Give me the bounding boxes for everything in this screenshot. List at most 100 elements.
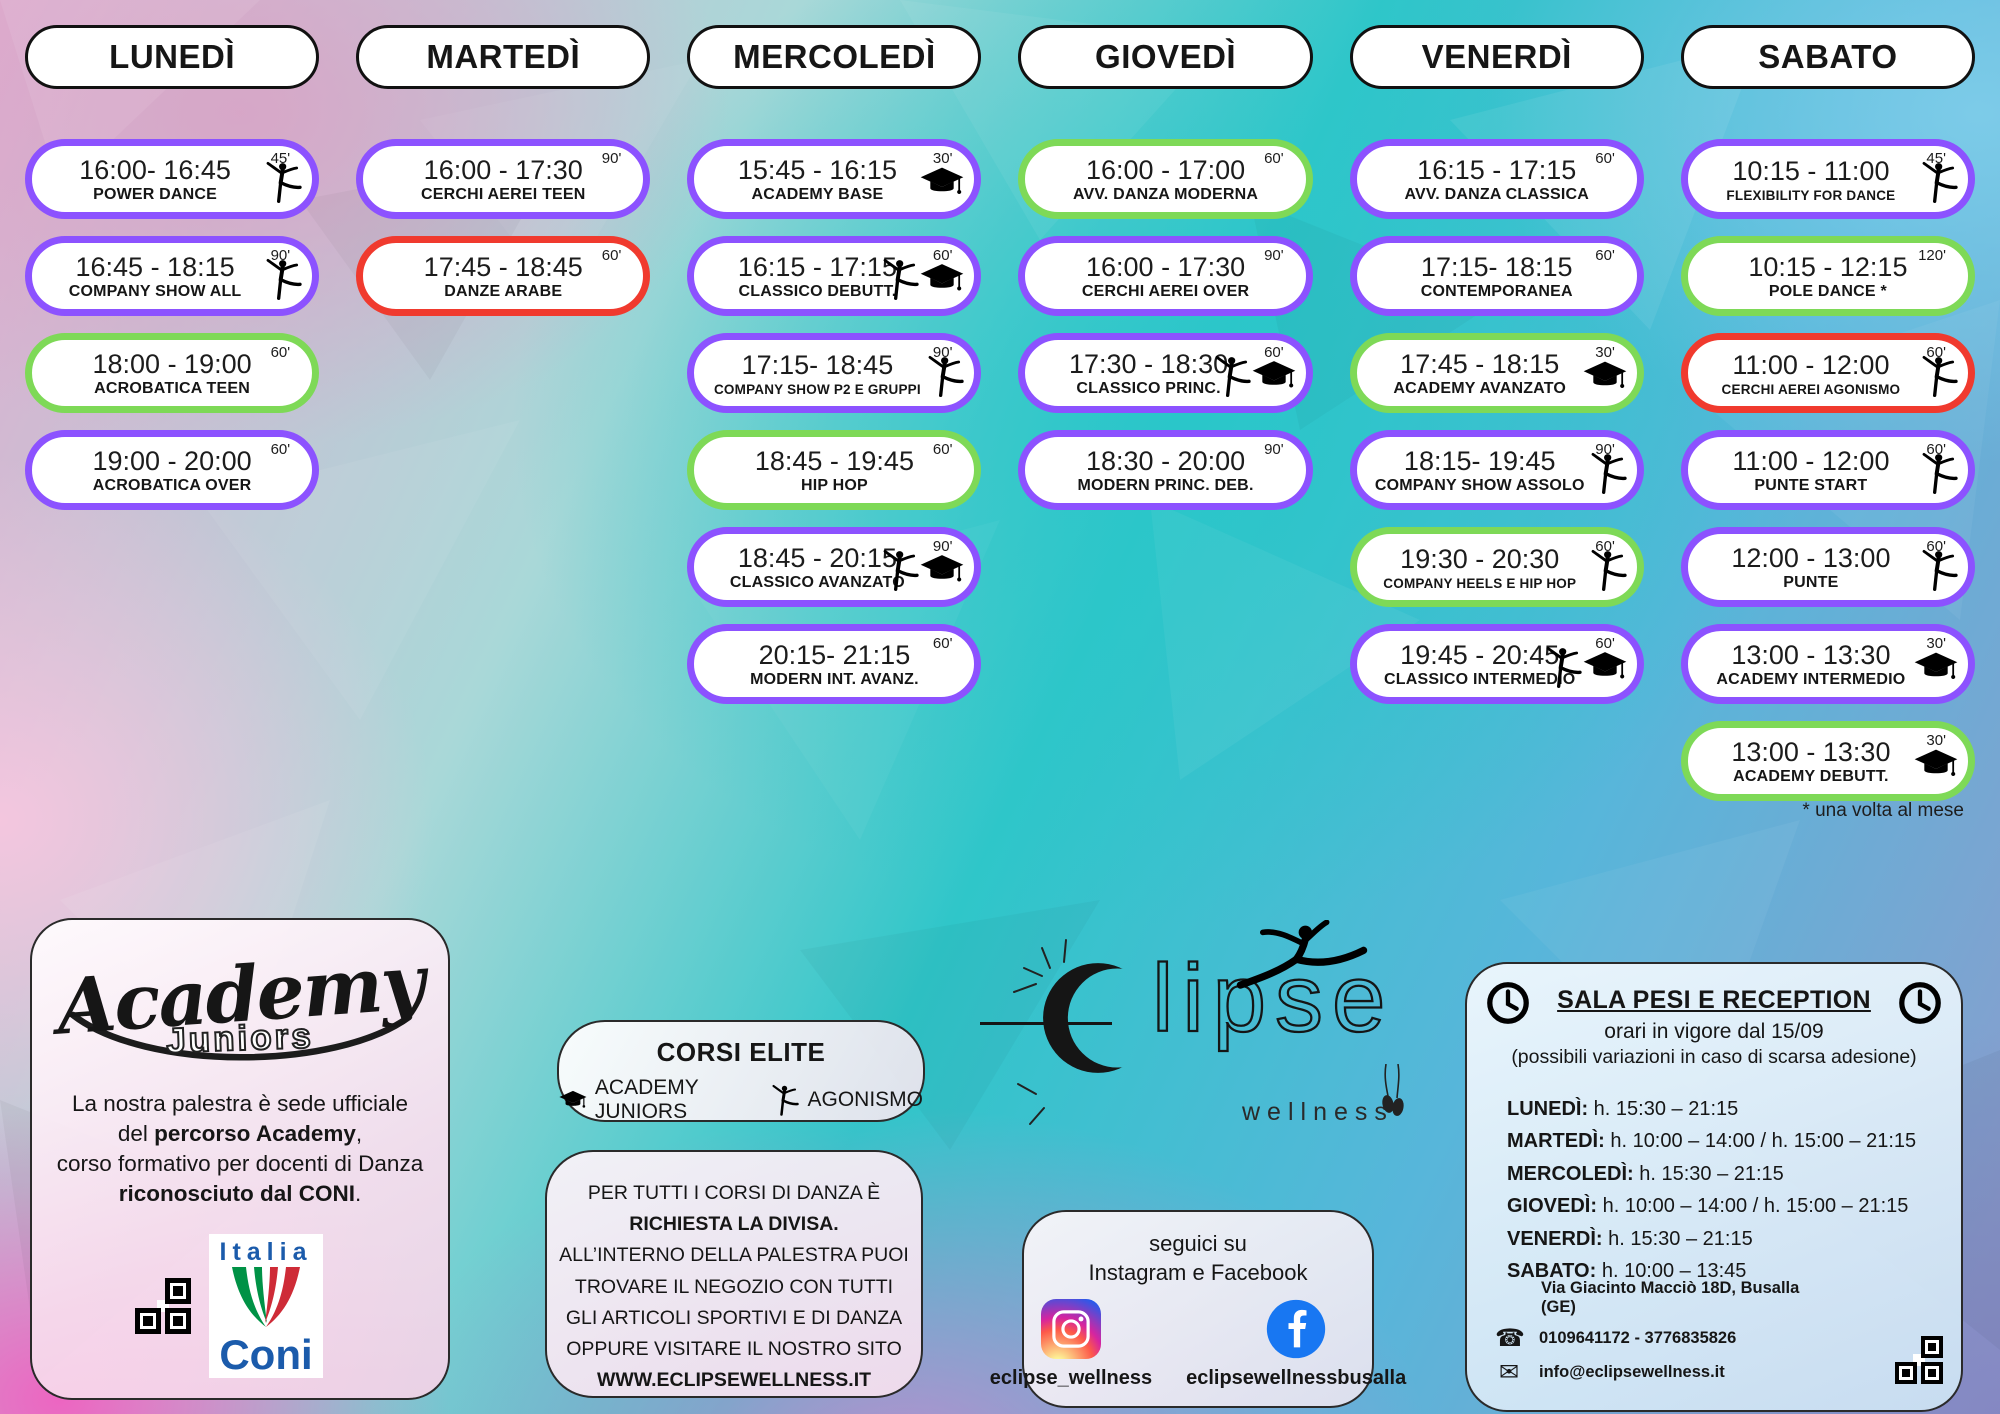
grad-cap-icon — [1252, 361, 1295, 388]
day-class-list: 60' 16:00 - 17:00 AVV. DANZA MODERNA 90'… — [1018, 139, 1313, 527]
reception-qr-code — [1895, 1336, 1943, 1384]
phone-numbers: 0109641172 - 3776835826 — [1539, 1328, 1737, 1347]
class-pill: 60' 19:30 - 20:30 COMPANY HEELS E HIP HO… — [1349, 527, 1644, 607]
class-pill: 60' 18:45 - 19:45 HIP HOP — [687, 430, 982, 510]
day-column: VENERDÌ 60' 16:15 - 17:15 AVV. DANZA CLA… — [1349, 25, 1644, 818]
class-duration: 60' — [932, 635, 953, 652]
dancer-icon — [1215, 355, 1251, 397]
grad-cap-icon — [921, 264, 964, 291]
class-pill: 120' 10:15 - 12:15 POLE DANCE * — [1680, 236, 1975, 316]
class-name: ACADEMY BASE — [751, 186, 884, 204]
leaping-dancer-icon — [1236, 920, 1368, 989]
class-name: CLASSICO AVANZATO — [729, 574, 905, 592]
class-duration: 60' — [270, 344, 291, 361]
eclipse-rays — [1013, 939, 1067, 993]
social-icons-row: eclipse_wellness eclipsewellnessbusalla — [990, 1299, 1406, 1390]
class-duration: 90' — [1264, 247, 1284, 264]
class-duration: 60' — [1926, 344, 1946, 361]
class-pill: 30' 13:00 - 13:30 ACADEMY DEBUTT. — [1680, 721, 1975, 801]
dancer-icon — [1922, 452, 1958, 494]
legend-academy-juniors: ACADEMY JUNIORS — [559, 1076, 735, 1124]
class-pill: 90' 18:45 - 20:15 CLASSICO AVANZATO — [687, 527, 982, 607]
divisa-line: RICHIESTA LA DIVISA. — [629, 1213, 839, 1236]
social-heading-line1: seguici su — [1149, 1231, 1247, 1256]
class-duration: 30' — [932, 150, 953, 167]
class-pill: 60' 19:45 - 20:45 CLASSICO INTERMEDIO — [1349, 624, 1644, 704]
reception-time: h. 15:30 – 21:15 — [1593, 1098, 1739, 1120]
day-header: GIOVEDÌ — [1018, 25, 1313, 89]
divisa-line: GLI ARTICOLI SPORTIVI E DI DANZA — [565, 1306, 903, 1329]
class-time: 16:00- 16:45 — [79, 154, 231, 185]
reception-day: MARTEDÌ: — [1507, 1130, 1605, 1153]
day-column: MARTEDÌ 90' 16:00 - 17:30 CERCHI AEREI T… — [356, 25, 651, 818]
dancer-icon — [1591, 452, 1627, 494]
class-pill: 60' 17:30 - 18:30 CLASSICO PRINC. — [1018, 333, 1313, 413]
grad-cap-icon — [1914, 749, 1958, 776]
class-name: MODERN INT. AVANZ. — [750, 671, 919, 689]
class-time: 15:45 - 16:15 — [737, 154, 897, 185]
class-time: 20:15- 21:15 — [758, 639, 911, 670]
day-class-list: 30' 15:45 - 16:15 ACADEMY BASE 60' 16:15… — [687, 139, 982, 721]
reception-time: h. 10:00 – 13:45 — [1601, 1259, 1747, 1282]
clock-icon — [1487, 982, 1529, 1024]
class-pill: 60' 11:00 - 12:00 PUNTE START — [1680, 430, 1975, 510]
eclipse-rays-lower — [1017, 1083, 1045, 1125]
class-pill: 60' 20:15- 21:15 MODERN INT. AVANZ. — [687, 624, 982, 704]
reception-hours-row: VENERDÌ: h. 15:30 – 21:15 — [1507, 1223, 1961, 1255]
dancer-icon — [929, 355, 965, 397]
class-icons — [1918, 451, 1958, 495]
class-icons — [920, 166, 964, 197]
class-name: HIP HOP — [800, 477, 868, 495]
class-icons — [1587, 451, 1627, 495]
class-pill: 60' 16:15 - 17:15 CLASSICO DEBUTT. — [687, 236, 982, 316]
reception-hours-box: SALA PESI E RECEPTION orari in vigore da… — [1465, 962, 1963, 1412]
weekly-schedule-grid: LUNEDÌ 45' 16:00- 16:45 POWER DANCE 90' … — [25, 25, 1975, 818]
class-pill: 90' 16:00 - 17:30 CERCHI AEREI OVER — [1018, 236, 1313, 316]
dancer-icon — [772, 1084, 800, 1116]
class-duration: 60' — [601, 247, 622, 264]
instagram-icon — [1040, 1299, 1101, 1360]
dancer-icon — [266, 161, 302, 203]
class-time: 11:00 - 12:00 — [1732, 350, 1890, 381]
class-duration: 60' — [1926, 538, 1946, 555]
facebook-column: eclipsewellnessbusalla — [1186, 1299, 1406, 1390]
class-time: 19:00 - 20:00 — [92, 445, 252, 476]
class-name: POLE DANCE * — [1768, 283, 1887, 301]
class-pill: 60' 19:00 - 20:00 ACROBATICA OVER — [25, 430, 320, 510]
coni-coni-text: Coni — [219, 1330, 313, 1378]
day-column: GIOVEDÌ 60' 16:00 - 17:00 AVV. DANZA MOD… — [1018, 25, 1313, 818]
class-duration: 45' — [270, 150, 291, 167]
reception-time: h. 15:30 – 21:15 — [1608, 1227, 1753, 1250]
class-name: COMPANY SHOW ASSOLO — [1374, 477, 1585, 495]
dancer-icon — [266, 258, 302, 300]
day-header: SABATO — [1680, 25, 1975, 89]
facebook-icon — [1266, 1299, 1326, 1359]
grad-cap-icon — [921, 167, 964, 194]
grad-cap-icon — [1583, 652, 1627, 679]
dancer-icon — [1922, 161, 1958, 203]
class-name: ACADEMY AVANZATO — [1393, 380, 1567, 398]
class-duration: 90' — [932, 344, 953, 361]
reception-contact: Via Giacinto Macciò 18D, Busalla (GE) ☎ … — [1495, 1279, 1825, 1392]
academy-line-2-bold: percorso Academy — [154, 1121, 356, 1147]
eclipse-crossbar — [980, 1022, 1112, 1025]
class-icons — [879, 548, 964, 592]
class-duration: 60' — [1264, 344, 1284, 361]
reception-time: h. 15:30 – 21:15 — [1639, 1162, 1784, 1185]
class-name: ACROBATICA OVER — [92, 477, 252, 495]
coni-italia-text: Italia — [219, 1237, 313, 1266]
class-icons — [1914, 748, 1958, 779]
class-time: 17:45 - 18:45 — [423, 251, 583, 282]
dancer-icon — [1922, 549, 1958, 591]
divisa-line: OPPURE VISITARE IL NOSTRO SITO — [566, 1337, 902, 1360]
class-duration: 90' — [1264, 441, 1284, 458]
class-time: 13:00 - 13:30 — [1731, 736, 1891, 767]
class-icons — [1542, 645, 1627, 689]
dancer-icon — [884, 258, 920, 300]
class-name: CERCHI AEREI AGONISMO — [1721, 381, 1901, 397]
class-pill: 90' 16:00 - 17:30 CERCHI AEREI TEEN — [356, 139, 651, 219]
class-time: 18:30 - 20:00 — [1086, 445, 1246, 476]
academy-description: La nostra palestra è sede ufficiale del … — [56, 1091, 424, 1207]
class-name: CLASSICO INTERMEDIO — [1384, 671, 1576, 689]
